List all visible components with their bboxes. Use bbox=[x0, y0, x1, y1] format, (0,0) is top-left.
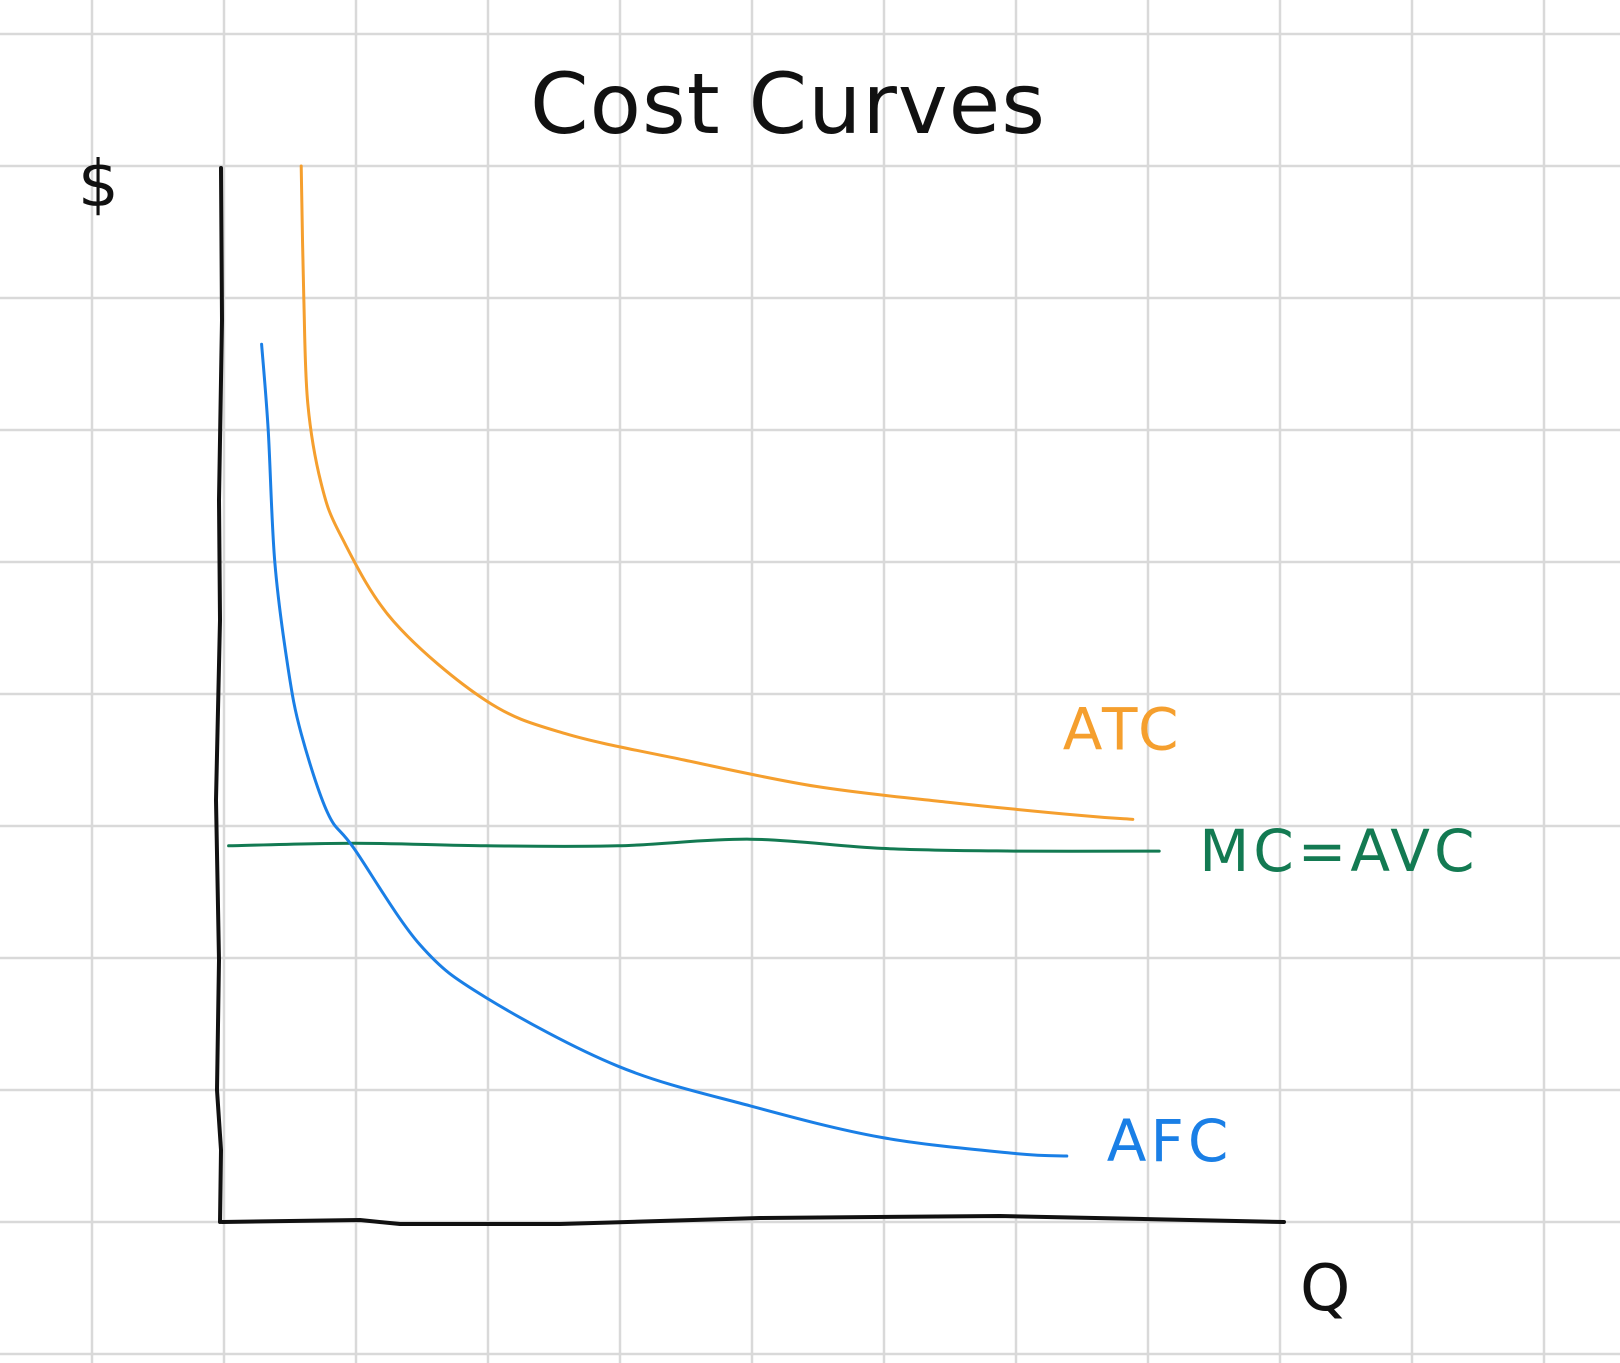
chart-title: Cost Curves bbox=[530, 55, 1046, 153]
x-axis-label: Q bbox=[1300, 1252, 1350, 1326]
y-axis bbox=[214, 166, 224, 1224]
series-line-afc bbox=[260, 342, 1069, 1158]
series-line-mc-avc bbox=[227, 837, 1161, 853]
x-axis bbox=[220, 1214, 1286, 1226]
series-label-mc-avc: MC=AVC bbox=[1199, 817, 1478, 885]
y-axis-label: $ bbox=[78, 148, 119, 222]
series-label-atc: ATC bbox=[1063, 695, 1183, 763]
series-line-atc bbox=[299, 164, 1135, 821]
series-label-afc: AFC bbox=[1107, 1107, 1233, 1175]
